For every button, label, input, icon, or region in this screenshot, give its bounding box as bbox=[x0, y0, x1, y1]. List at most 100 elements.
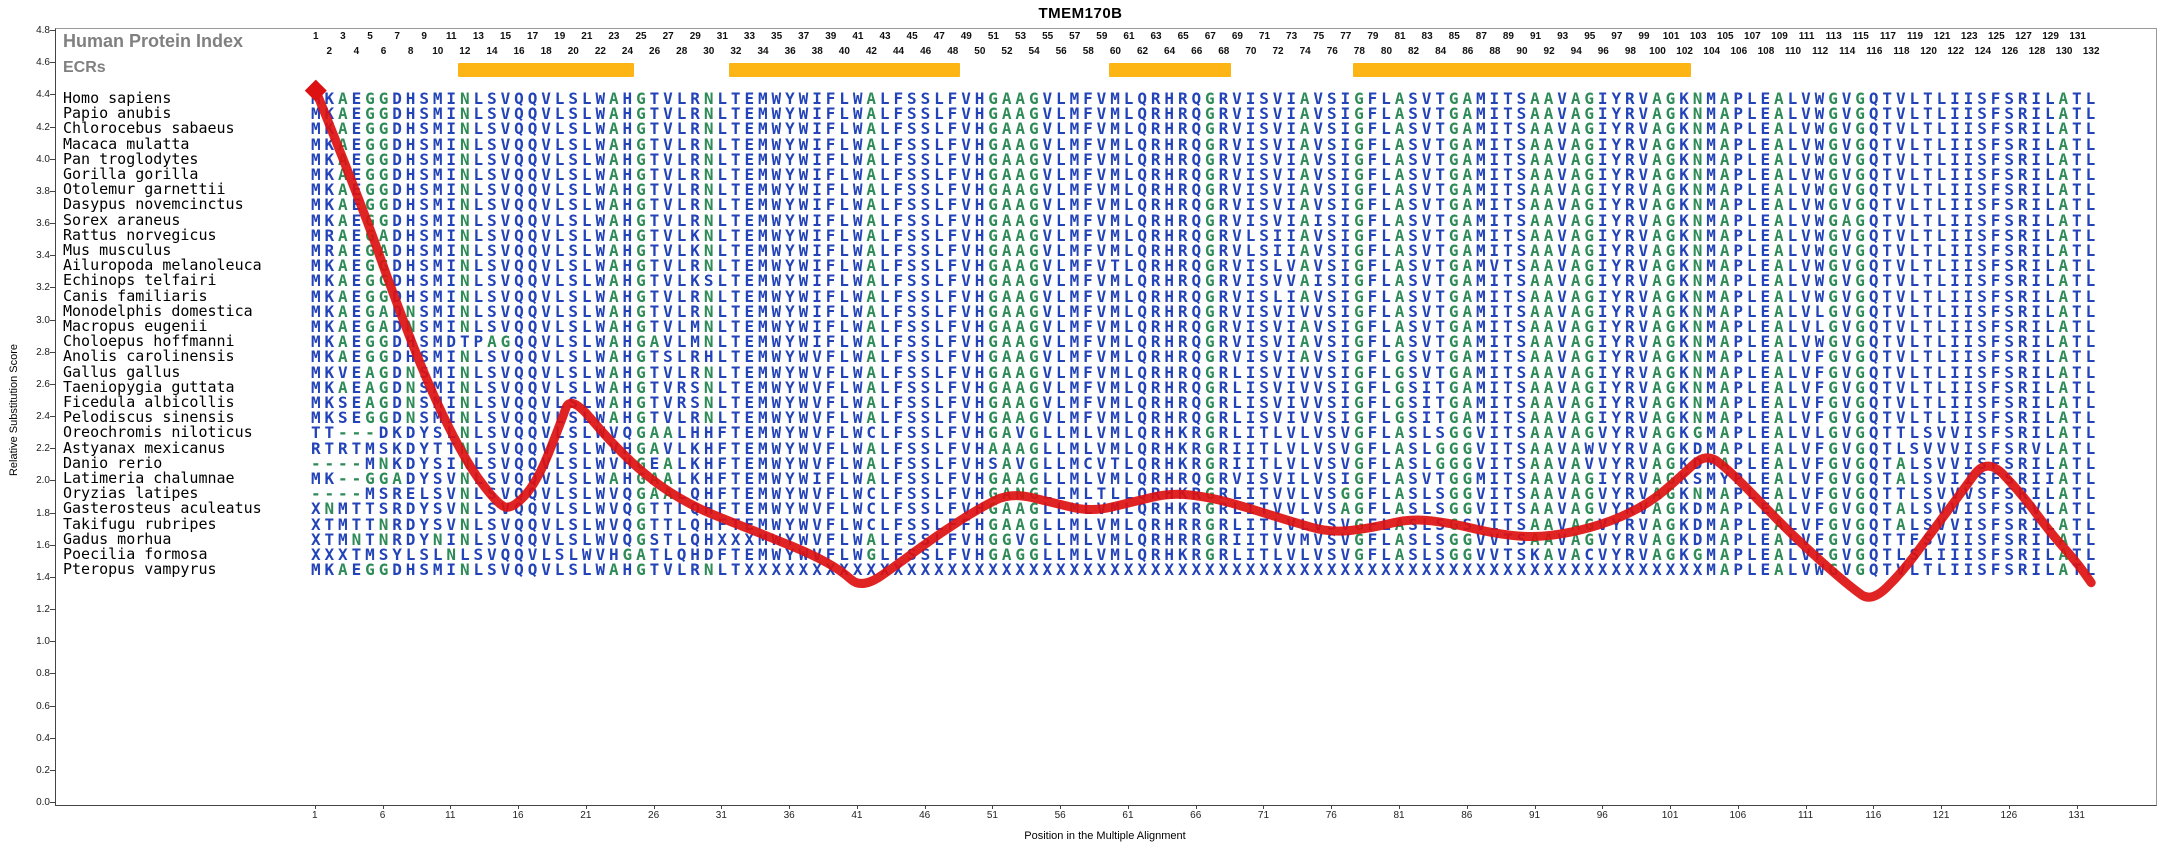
ecrs-header: ECRs bbox=[63, 59, 106, 76]
residue: A bbox=[1774, 560, 1784, 580]
residue: X bbox=[1110, 560, 1120, 580]
residue: V bbox=[500, 560, 511, 580]
residue: X bbox=[866, 560, 877, 580]
species-name: Ailuropoda melanoleuca bbox=[63, 256, 262, 275]
position-number-odd: 89 bbox=[1502, 31, 1514, 42]
residue: W bbox=[595, 560, 606, 580]
position-number-even: 2 bbox=[326, 46, 333, 57]
y-tick-mark bbox=[50, 62, 55, 64]
ecr-bar bbox=[1108, 63, 1231, 77]
species-name: Sorex araneus bbox=[63, 210, 181, 229]
residue: L bbox=[1787, 560, 1798, 580]
position-number-odd: 73 bbox=[1286, 31, 1298, 42]
x-tick-mark bbox=[721, 805, 723, 809]
position-number-even: 114 bbox=[1839, 46, 1856, 57]
position-number-even: 96 bbox=[1597, 46, 1609, 57]
residue: V bbox=[541, 560, 551, 580]
residue: K bbox=[324, 560, 335, 580]
position-number-odd: 1 bbox=[312, 31, 319, 42]
y-tick-mark bbox=[50, 576, 55, 578]
species-name: Poecilia formosa bbox=[63, 545, 208, 563]
residue: X bbox=[1354, 560, 1364, 580]
residue: X bbox=[1530, 560, 1540, 580]
residue: X bbox=[1042, 560, 1053, 580]
y-tick-mark bbox=[50, 383, 55, 385]
position-number-odd: 95 bbox=[1584, 31, 1596, 42]
position-number-odd: 11 bbox=[446, 31, 457, 42]
residue: X bbox=[785, 560, 795, 580]
species-name: Pan troglodytes bbox=[63, 149, 199, 168]
x-tick-mark bbox=[1737, 805, 1739, 809]
residue: X bbox=[1096, 560, 1107, 580]
x-tick-mark bbox=[856, 805, 858, 809]
position-number-odd: 55 bbox=[1042, 31, 1054, 42]
position-number-even: 120 bbox=[1920, 46, 1937, 57]
position-number-even: 50 bbox=[974, 46, 986, 57]
position-number-even: 16 bbox=[513, 46, 525, 57]
residue: L bbox=[2044, 560, 2055, 580]
species-name: Monodelphis domestica bbox=[63, 301, 253, 320]
residue: X bbox=[879, 560, 890, 580]
residue: S bbox=[487, 560, 497, 580]
position-number-even: 92 bbox=[1543, 46, 1555, 57]
position-number-even: 108 bbox=[1757, 46, 1775, 57]
species-name: Gadus morhua bbox=[63, 529, 172, 548]
position-number-odd: 9 bbox=[421, 31, 427, 42]
position-number-even: 10 bbox=[432, 46, 444, 57]
residue: X bbox=[1164, 560, 1175, 580]
position-number-even: 112 bbox=[1812, 46, 1829, 57]
residue: X bbox=[1191, 560, 1202, 580]
position-number-even: 42 bbox=[865, 46, 877, 57]
residue: E bbox=[1760, 560, 1771, 580]
position-number-even: 40 bbox=[838, 46, 850, 57]
position-number-odd: 33 bbox=[743, 31, 756, 42]
position-number-even: 12 bbox=[459, 46, 471, 57]
y-tick-mark bbox=[50, 641, 55, 643]
y-tick-mark bbox=[50, 737, 55, 739]
x-tick-mark bbox=[382, 805, 384, 809]
position-number-even: 22 bbox=[594, 46, 606, 57]
residue: X bbox=[1218, 560, 1229, 580]
residue: X bbox=[1584, 560, 1594, 580]
residue: L bbox=[554, 560, 565, 580]
residue: L bbox=[676, 560, 687, 580]
y-tick-mark bbox=[50, 769, 55, 771]
position-number-odd: 117 bbox=[1879, 31, 1896, 42]
ecr-bar bbox=[458, 63, 635, 77]
residue: N bbox=[459, 560, 470, 580]
position-number-odd: 49 bbox=[960, 31, 972, 42]
residue: X bbox=[1056, 560, 1066, 580]
residue: Q bbox=[1868, 560, 1879, 580]
position-number-even: 18 bbox=[540, 46, 552, 57]
residue: X bbox=[1692, 560, 1703, 580]
y-tick-mark bbox=[50, 351, 55, 353]
position-number-even: 128 bbox=[2028, 46, 2046, 57]
position-number-even: 126 bbox=[2001, 46, 2019, 57]
position-number-even: 60 bbox=[1109, 46, 1121, 57]
x-tick-mark bbox=[992, 805, 994, 809]
x-tick-label: 76 bbox=[1325, 810, 1337, 821]
species-name: Taeniopygia guttata bbox=[63, 377, 235, 396]
residue: X bbox=[1150, 560, 1161, 580]
position-number-odd: 105 bbox=[1716, 31, 1734, 42]
position-number-odd: 79 bbox=[1367, 31, 1379, 42]
residue: M bbox=[1706, 560, 1716, 580]
position-number-even: 118 bbox=[1893, 46, 1910, 57]
position-number-even: 78 bbox=[1353, 46, 1365, 57]
residue: A bbox=[1719, 560, 1730, 580]
position-number-odd: 113 bbox=[1825, 31, 1842, 42]
species-name: Pteropus vampyrus bbox=[63, 560, 217, 579]
position-number-odd: 103 bbox=[1689, 31, 1707, 42]
x-tick-mark bbox=[518, 805, 520, 809]
residue: X bbox=[771, 560, 782, 580]
x-tick-mark bbox=[585, 805, 587, 809]
residue: X bbox=[1259, 560, 1269, 580]
position-number-even: 6 bbox=[380, 46, 387, 57]
position-number-odd: 31 bbox=[716, 31, 728, 42]
position-number-odd: 57 bbox=[1069, 31, 1081, 42]
x-tick-label: 126 bbox=[2000, 810, 2018, 821]
residue: X bbox=[1408, 560, 1418, 580]
residue: X bbox=[1625, 560, 1635, 580]
